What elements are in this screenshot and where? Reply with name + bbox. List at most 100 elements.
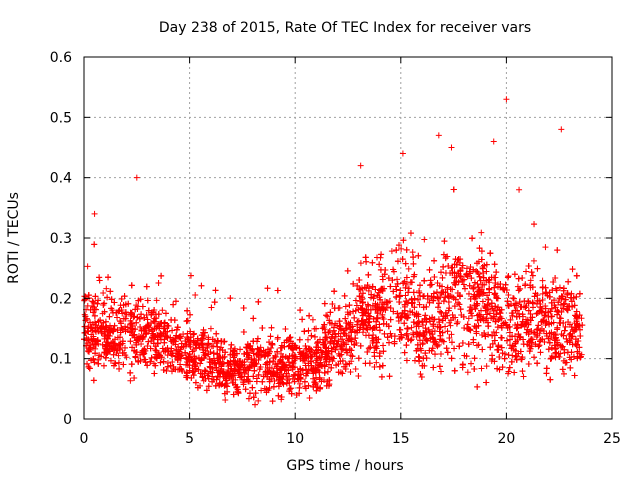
- data-point: [527, 317, 534, 324]
- data-point: [339, 346, 346, 353]
- data-point: [468, 360, 475, 367]
- data-point: [386, 339, 393, 346]
- data-point: [85, 363, 92, 370]
- data-point: [355, 355, 362, 362]
- data-point: [200, 335, 207, 342]
- data-point: [144, 316, 151, 323]
- data-point: [345, 332, 352, 339]
- data-point: [347, 368, 354, 375]
- data-point: [536, 342, 543, 349]
- data-point: [163, 367, 170, 374]
- data-point: [205, 383, 212, 390]
- data-point: [266, 339, 273, 346]
- data-point: [440, 251, 447, 258]
- data-point: [423, 355, 430, 362]
- data-point: [559, 343, 566, 350]
- data-point: [331, 288, 338, 295]
- data-point: [241, 370, 248, 377]
- data-point: [471, 279, 478, 286]
- data-point: [90, 299, 97, 306]
- data-point: [343, 361, 350, 368]
- data-point: [534, 360, 541, 367]
- data-point: [397, 287, 404, 294]
- data-point: [365, 345, 372, 352]
- data-point: [508, 358, 515, 365]
- data-point: [423, 319, 430, 326]
- data-point: [493, 311, 500, 318]
- data-point: [314, 361, 321, 368]
- data-point: [229, 351, 236, 358]
- data-point: [445, 299, 452, 306]
- data-point: [154, 351, 161, 358]
- data-point: [401, 320, 408, 327]
- data-point: [270, 383, 277, 390]
- data-point: [455, 299, 462, 306]
- data-point: [415, 319, 422, 326]
- data-point: [344, 267, 351, 274]
- data-point: [403, 332, 410, 339]
- data-point: [439, 317, 446, 324]
- data-point: [481, 262, 488, 269]
- data-point: [534, 265, 541, 272]
- data-point: [90, 355, 97, 362]
- data-point: [523, 329, 530, 336]
- data-point: [463, 325, 470, 332]
- data-point: [471, 291, 478, 298]
- data-point: [554, 324, 561, 331]
- data-point: [167, 362, 174, 369]
- data-point: [555, 350, 562, 357]
- data-point: [500, 286, 507, 293]
- data-point: [329, 358, 336, 365]
- data-point: [482, 317, 489, 324]
- data-point: [147, 345, 154, 352]
- data-point: [220, 368, 227, 375]
- data-point: [173, 347, 180, 354]
- data-point: [494, 365, 501, 372]
- data-point: [319, 325, 326, 332]
- data-point: [419, 362, 426, 369]
- data-point: [573, 272, 580, 279]
- data-point: [327, 338, 334, 345]
- data-point: [432, 351, 439, 358]
- data-point: [96, 277, 103, 284]
- data-point: [221, 382, 228, 389]
- data-point: [483, 277, 490, 284]
- data-point: [272, 361, 279, 368]
- data-point: [293, 391, 300, 398]
- data-point: [121, 349, 128, 356]
- data-point: [521, 298, 528, 305]
- data-point: [253, 378, 260, 385]
- data-point: [573, 315, 580, 322]
- data-point: [487, 250, 494, 257]
- data-point: [404, 299, 411, 306]
- data-point: [286, 373, 293, 380]
- data-point: [105, 332, 112, 339]
- data-point: [441, 238, 448, 245]
- data-point: [90, 377, 97, 384]
- data-point: [205, 340, 212, 347]
- data-point: [116, 307, 123, 314]
- data-point: [560, 370, 567, 377]
- data-point: [554, 337, 561, 344]
- data-point: [121, 293, 128, 300]
- data-point: [505, 302, 512, 309]
- data-point: [545, 346, 552, 353]
- data-point: [405, 336, 412, 343]
- data-point: [577, 354, 584, 361]
- data-point: [203, 387, 210, 394]
- data-point: [505, 273, 512, 280]
- data-point: [506, 323, 513, 330]
- data-point: [416, 301, 423, 308]
- data-point: [403, 274, 410, 281]
- data-point: [106, 327, 113, 334]
- data-point: [250, 338, 257, 345]
- data-point: [222, 397, 229, 404]
- data-points: [81, 96, 586, 408]
- data-point: [567, 294, 574, 301]
- data-point: [309, 316, 316, 323]
- data-point: [505, 368, 512, 375]
- data-point: [237, 369, 244, 376]
- data-point: [182, 349, 189, 356]
- data-point: [147, 320, 154, 327]
- data-point: [506, 364, 513, 371]
